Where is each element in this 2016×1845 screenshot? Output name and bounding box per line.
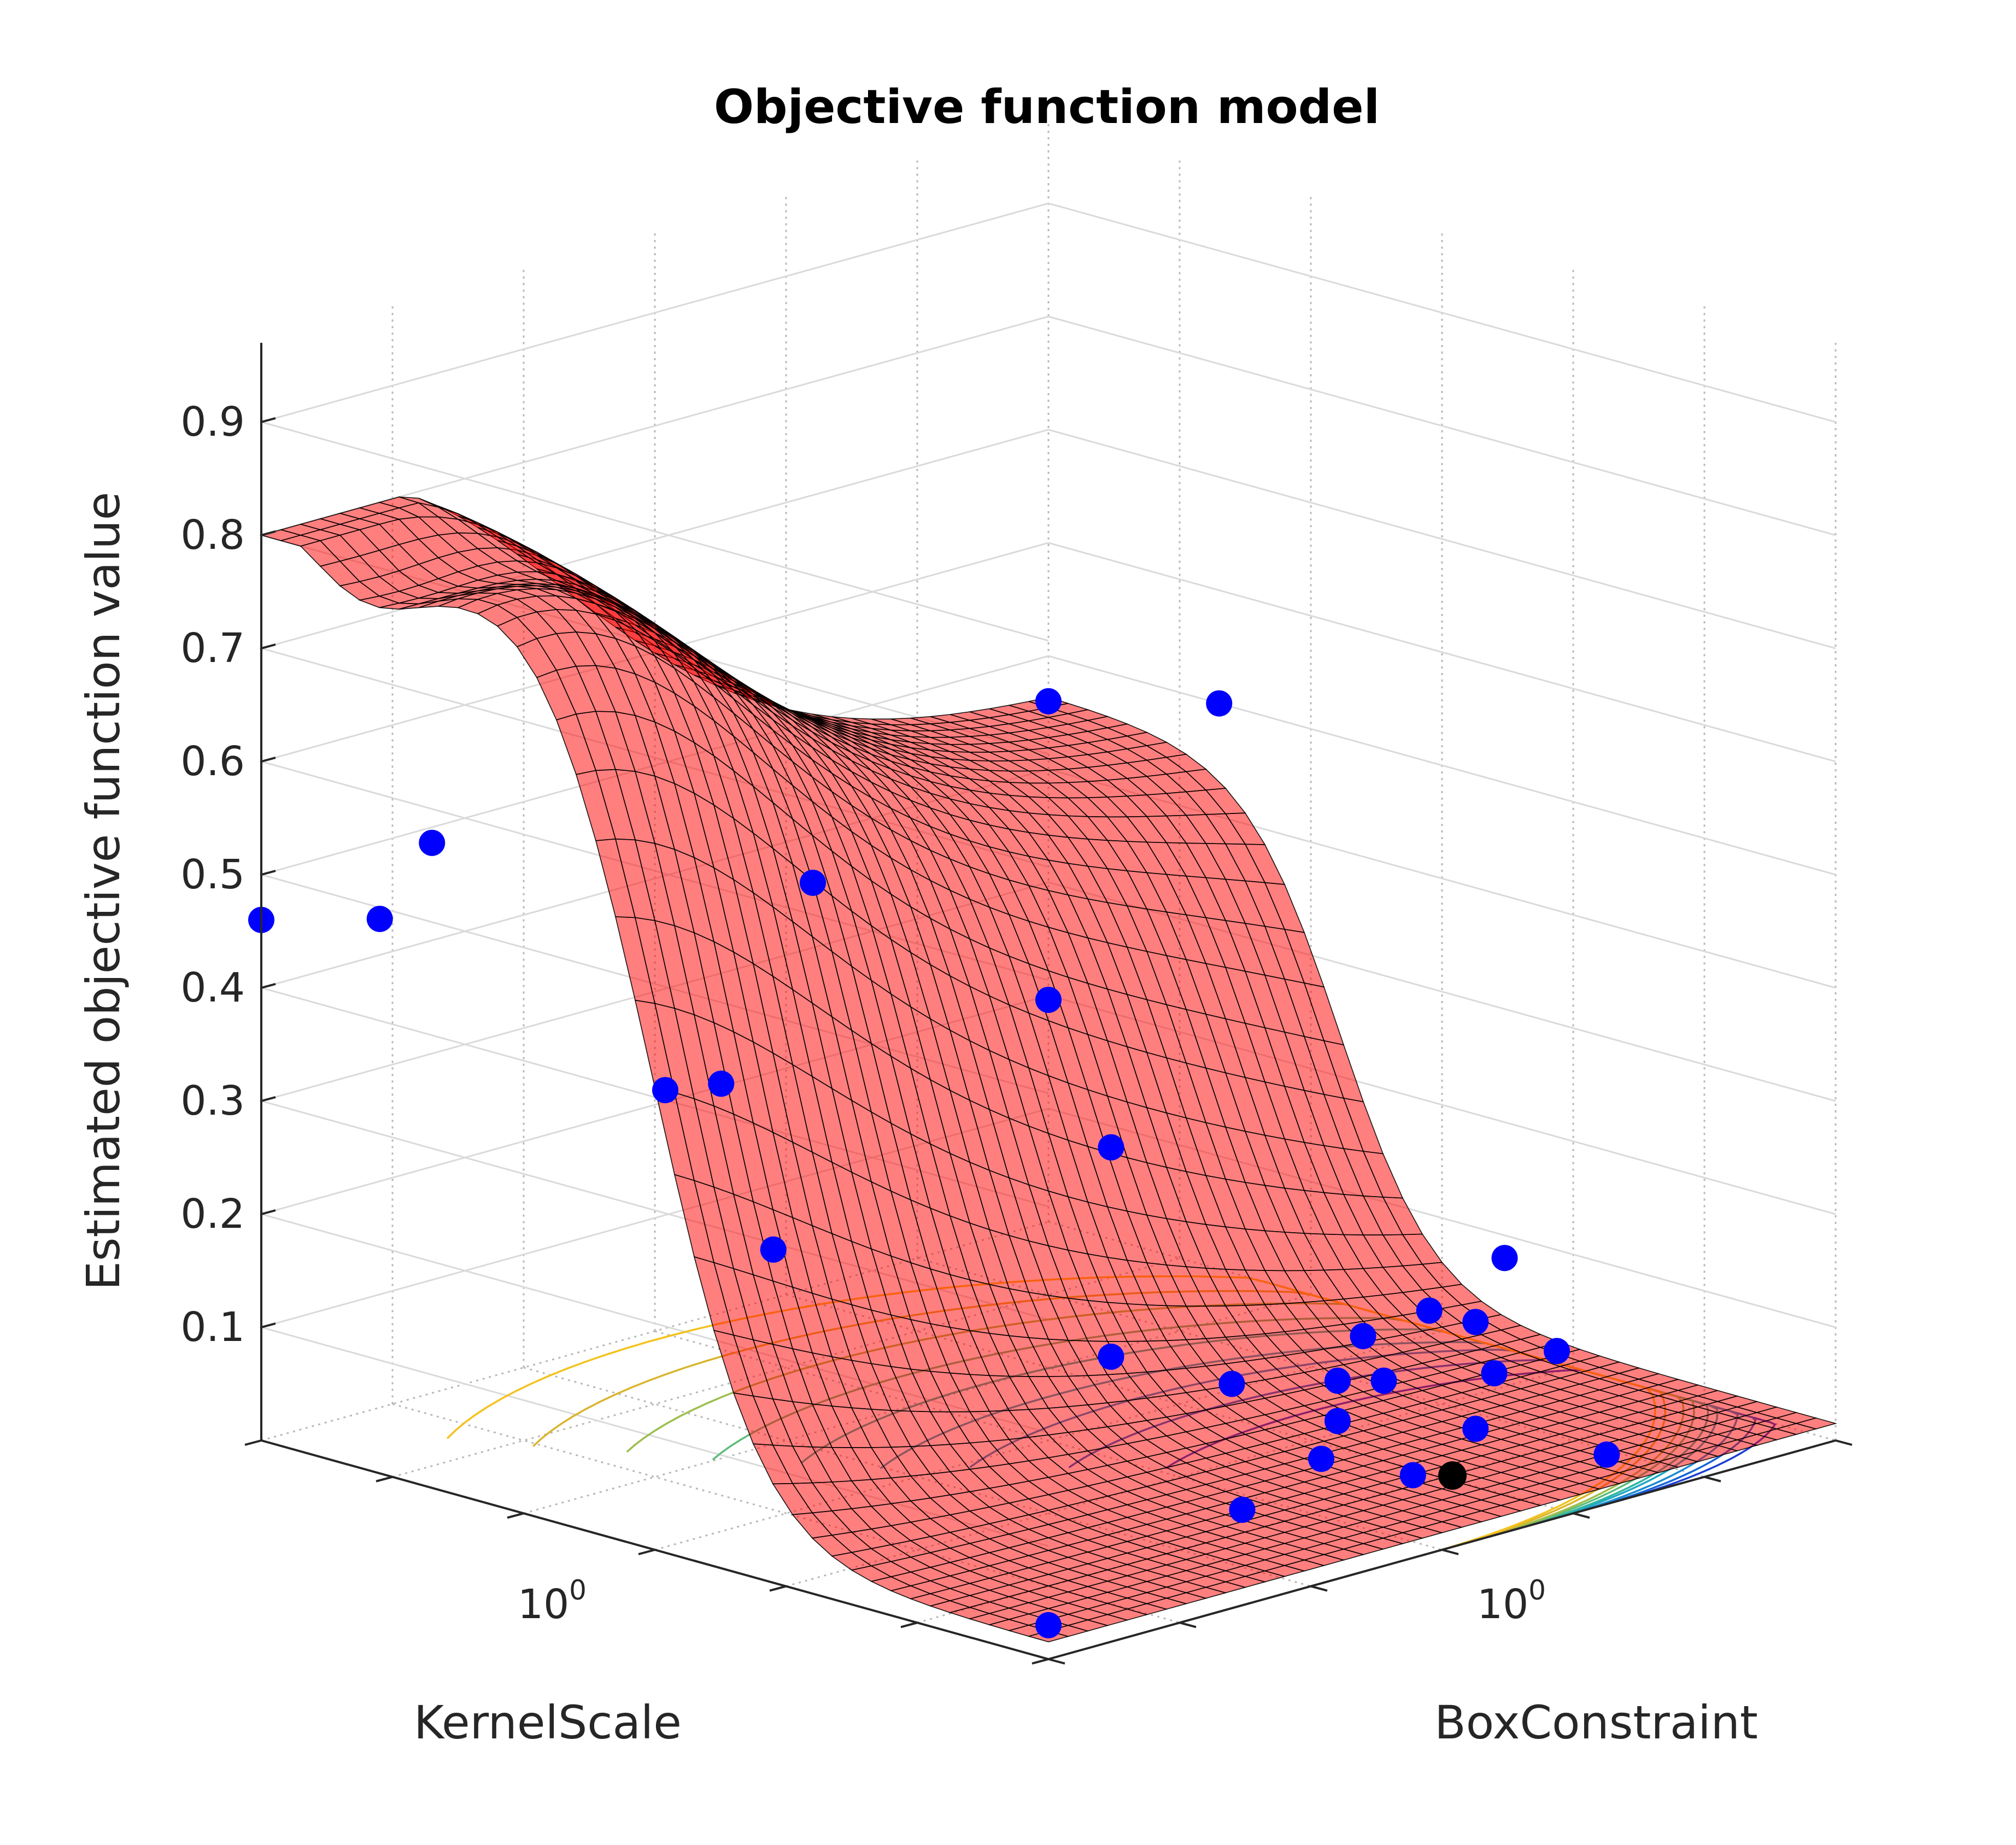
z-grid-line-back-7 [1048, 315, 1836, 536]
y-tick-mark-3 [1441, 1549, 1459, 1555]
observed-point-11 [1098, 1343, 1124, 1370]
z-tick-mark-5 [261, 757, 276, 763]
y-tick-base: 10 [1477, 1581, 1528, 1628]
observed-point-22 [1308, 1445, 1335, 1472]
observed-point-10 [1035, 986, 1062, 1013]
best-point-marker [1438, 1461, 1467, 1490]
x-tick-mark-6 [1032, 1658, 1049, 1665]
observed-point-20 [1324, 1408, 1351, 1434]
y-tick-mark-4 [1573, 1512, 1590, 1519]
y-axis-label: BoxConstraint [1434, 1696, 1758, 1749]
z-tick-label-8: 0.9 [180, 399, 245, 446]
y-tick-mark-5 [1704, 1475, 1721, 1483]
observed-point-8 [708, 1070, 735, 1097]
y-tick-mark-1 [1179, 1621, 1197, 1629]
z-grid-line-back-6 [1048, 429, 1836, 649]
observed-point-25 [1399, 1462, 1426, 1489]
y-tick-mark-2 [1310, 1585, 1328, 1592]
x-tick-mark-1 [376, 1475, 393, 1483]
z-tick-label-7: 0.8 [180, 512, 245, 559]
observed-point-14 [1350, 1323, 1376, 1350]
observed-point-12 [1491, 1245, 1518, 1272]
observed-point-18 [1370, 1367, 1397, 1394]
y-tick-label: 100 [1477, 1574, 1546, 1628]
observed-point-27 [1035, 1612, 1062, 1638]
observed-point-26 [1593, 1441, 1620, 1468]
y-tick-exponent: 0 [1528, 1574, 1546, 1606]
z-grid-line-back-8 [1048, 202, 1836, 423]
z-tick-label-0: 0.1 [180, 1304, 245, 1351]
z-tick-mark-7 [261, 530, 276, 536]
z-tick-mark-8 [261, 417, 276, 423]
observed-point-17 [1324, 1367, 1351, 1394]
chart-title: Objective function model [714, 80, 1380, 134]
observed-point-4 [1206, 690, 1233, 717]
x-tick-mark-2 [507, 1512, 524, 1519]
z-tick-label-1: 0.2 [180, 1191, 245, 1238]
observed-point-23 [1462, 1415, 1489, 1442]
z-tick-label-2: 0.3 [180, 1077, 245, 1124]
y-tick-mark-0 [1048, 1658, 1065, 1665]
observed-point-3 [419, 829, 446, 856]
z-tick-mark-4 [261, 870, 276, 876]
observed-point-15 [1218, 1370, 1245, 1397]
observed-point-13 [1416, 1297, 1443, 1324]
z-tick-mark-6 [261, 643, 276, 649]
z-tick-label-4: 0.5 [180, 851, 245, 898]
points-layer [248, 688, 1620, 1638]
surface-layer [260, 496, 1837, 1643]
x-tick-exponent: 0 [569, 1574, 587, 1606]
x-tick-mark-5 [900, 1621, 918, 1629]
surface-patch [1795, 1418, 1837, 1430]
x-tick-mark-4 [769, 1585, 787, 1592]
axes-layer: 0.1 0.2 0.3 0.4 0.5 0.6 0.7 0.8 0.9 [180, 343, 1853, 1665]
z-tick-label-5: 0.6 [180, 738, 245, 785]
observed-point-5 [799, 869, 826, 896]
observed-point-2 [366, 905, 393, 932]
y-tick-mark-6 [1835, 1439, 1853, 1446]
z-tick-label-3: 0.4 [180, 964, 245, 1011]
observed-point-6 [1098, 1134, 1124, 1161]
observed-point-9 [760, 1236, 787, 1263]
x-axis-label: KernelScale [414, 1696, 682, 1749]
x-tick-mark-3 [638, 1549, 655, 1555]
observed-point-19 [1544, 1338, 1570, 1364]
observed-point-16 [1462, 1309, 1489, 1336]
z-tick-label-6: 0.7 [180, 625, 245, 672]
z-tick-mark-3 [261, 983, 276, 989]
z-grid-line-back-4 [1048, 655, 1836, 876]
z-axis-label: Estimated objective function value [77, 492, 130, 1291]
x-tick-base: 10 [518, 1581, 569, 1628]
z-tick-mark-2 [261, 1096, 276, 1102]
floor-grid-line-y-1 [392, 1403, 1180, 1624]
z-grid-line-back-5 [1048, 542, 1836, 763]
observed-point-7 [652, 1077, 679, 1104]
x-tick-label: 100 [518, 1574, 587, 1628]
z-tick-mark-1 [261, 1209, 276, 1215]
observed-point-24 [1229, 1496, 1256, 1523]
z-tick-mark-0 [261, 1322, 276, 1328]
x-tick-mark-0 [244, 1439, 262, 1446]
observed-point-21 [1481, 1360, 1508, 1387]
observed-point-1 [1035, 688, 1062, 714]
